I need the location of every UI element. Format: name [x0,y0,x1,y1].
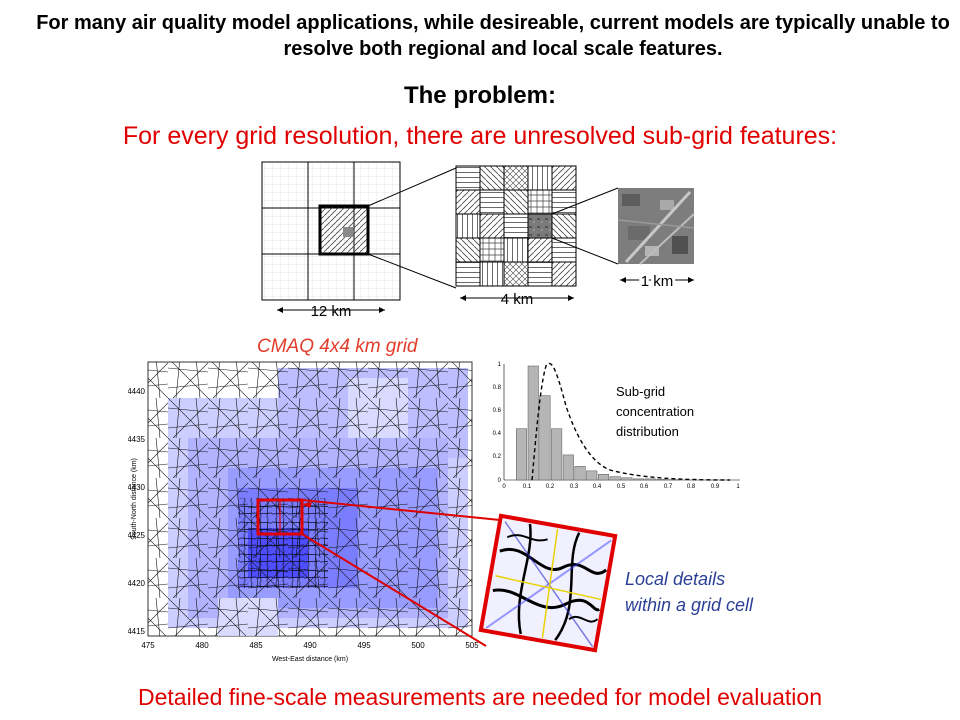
map-x-tick: 495 [357,641,371,650]
map-y-tick: 4415 [128,627,146,636]
map-x-tick: 480 [195,641,209,650]
cmaq-map-figure: 4440 4435 4430 4425 4420 4415 475 480 48… [128,361,478,663]
hist-x-tick: 0.8 [687,484,696,490]
hist-x-tick: 0.6 [640,484,649,490]
fitted-distribution-curve [531,362,731,481]
hist-x-tick: 0.7 [664,484,673,490]
map-y-axis-label: South-North distance (km) [131,458,138,540]
map-x-tick: 490 [303,641,317,650]
bottom-conclusion: Detailed fine-scale measurements are nee… [137,684,822,710]
hist-y-tick: 0.4 [493,431,502,437]
histogram-bar [516,428,528,481]
hist-y-ticks: 1 0.8 0.6 0.4 0.2 0 [493,362,502,484]
histogram-bars [516,365,680,481]
hist-x-tick: 0.4 [593,484,602,490]
intro-text: For many air quality model applications,… [36,12,950,60]
hist-y-tick: 0.6 [493,408,502,414]
map-x-tick: 505 [465,641,478,650]
histogram-bar [551,428,563,481]
map-x-tick: 475 [141,641,155,650]
map-x-tick: 500 [411,641,425,650]
hist-label-line1: Sub-grid [616,384,665,399]
local-detail-inset [478,513,618,653]
hist-x-tick: 0.2 [546,484,555,490]
map-y-tick: 4430 [128,483,146,492]
map-y-tick-labels: 4440 4435 4430 4425 4420 4415 [128,387,146,636]
hist-x-tick: 1 [736,484,740,490]
map-y-tick: 4425 [128,531,146,540]
map-x-tick: 485 [249,641,263,650]
hist-y-tick: 0.2 [493,454,502,460]
hist-label-line3: distribution [616,424,679,439]
map-x-axis-label: West-East distance (km) [272,656,348,663]
map-y-tick: 4435 [128,435,146,444]
histogram-bar [621,477,633,481]
histogram-bar [586,470,598,481]
histogram-bar [644,478,656,481]
histogram-bar [539,395,551,481]
map-x-tick-labels: 475 480 485 490 495 500 505 [141,641,478,650]
hist-x-tick: 0.1 [523,484,532,490]
problem-title: The problem: [403,82,556,109]
hist-x-tick: 0.3 [570,484,579,490]
label-1km: 1 km [641,273,674,290]
hatched-4km-grid [455,165,577,287]
hist-y-tick: 1 [498,362,502,368]
local-details-label: Local details within a grid cell [625,566,753,618]
label-12km: 12 km [311,303,352,320]
histogram-bar [597,474,609,481]
local-label-line2: within a grid cell [625,595,754,615]
histogram-bar [574,466,586,481]
hist-x-ticks: 0 0.1 0.2 0.3 0.4 0.5 0.6 0.7 0.8 0.9 1 [502,484,740,490]
subheading: For every grid resolution, there are unr… [122,122,838,150]
histogram-bar [527,365,539,481]
histogram-bar [562,454,574,481]
cmaq-grid-label: CMAQ 4x4 km grid [257,336,418,357]
label-4km: 4 km [501,291,534,308]
histogram-bar [609,476,621,481]
histogram-bar [633,478,645,481]
hist-label-line2: concentration [616,404,694,419]
hist-y-tick: 0.8 [493,385,502,391]
hist-y-tick: 0 [498,478,502,484]
hist-x-tick: 0.9 [711,484,720,490]
map-y-tick: 4420 [128,579,146,588]
map-y-tick: 4440 [128,387,146,396]
hist-x-tick: 0.5 [617,484,626,490]
aerial-photo [617,188,695,265]
hist-x-tick: 0 [502,484,506,490]
local-label-line1: Local details [625,569,726,589]
histogram-bar [656,479,668,481]
histogram-figure: 1 0.8 0.6 0.4 0.2 0 0 0.1 0.2 0.3 0.4 0.… [486,358,746,492]
